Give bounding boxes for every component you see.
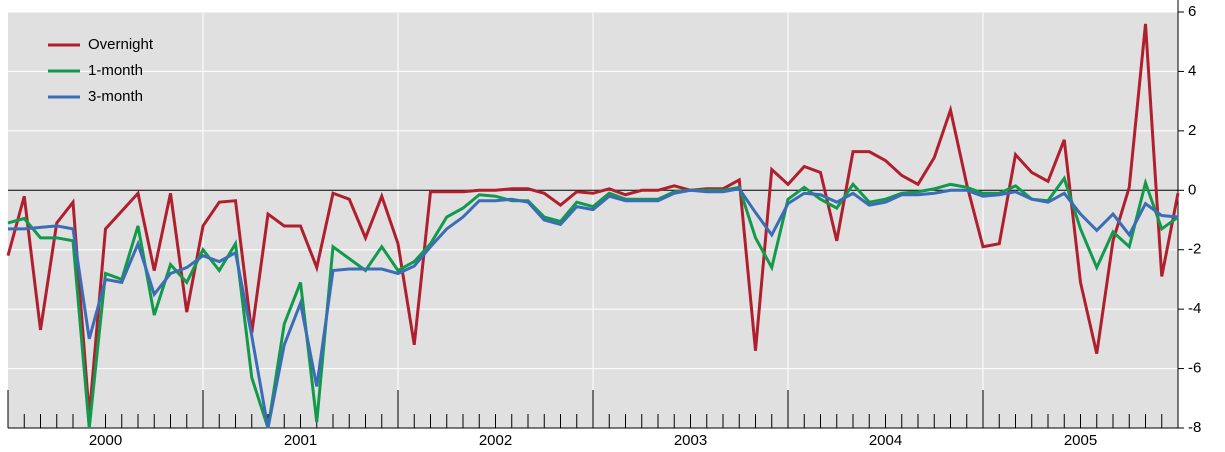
x-tick-label: 2000 — [89, 432, 122, 449]
y-tick-label: -8 — [1188, 419, 1201, 436]
legend-label: 3-month — [88, 88, 143, 105]
y-tick-label: 6 — [1188, 3, 1196, 20]
x-tick-label: 2002 — [479, 432, 512, 449]
x-tick-label: 2001 — [284, 432, 317, 449]
series-line — [7, 175, 1179, 429]
y-tick-label: -4 — [1188, 300, 1201, 317]
series-line — [8, 187, 1179, 429]
x-tick-label: 2005 — [1064, 432, 1097, 449]
x-tick-label: 2004 — [869, 432, 902, 449]
legend-label: Overnight — [88, 36, 154, 53]
x-tick-label: 2003 — [674, 432, 707, 449]
legend-label: 1-month — [88, 62, 143, 79]
series-line — [6, 23, 1180, 417]
y-tick-label: 2 — [1188, 122, 1196, 139]
y-tick-label: 4 — [1188, 62, 1196, 79]
y-tick-label: 0 — [1188, 181, 1196, 198]
y-tick-label: -2 — [1188, 241, 1201, 258]
y-tick-label: -6 — [1188, 360, 1201, 377]
